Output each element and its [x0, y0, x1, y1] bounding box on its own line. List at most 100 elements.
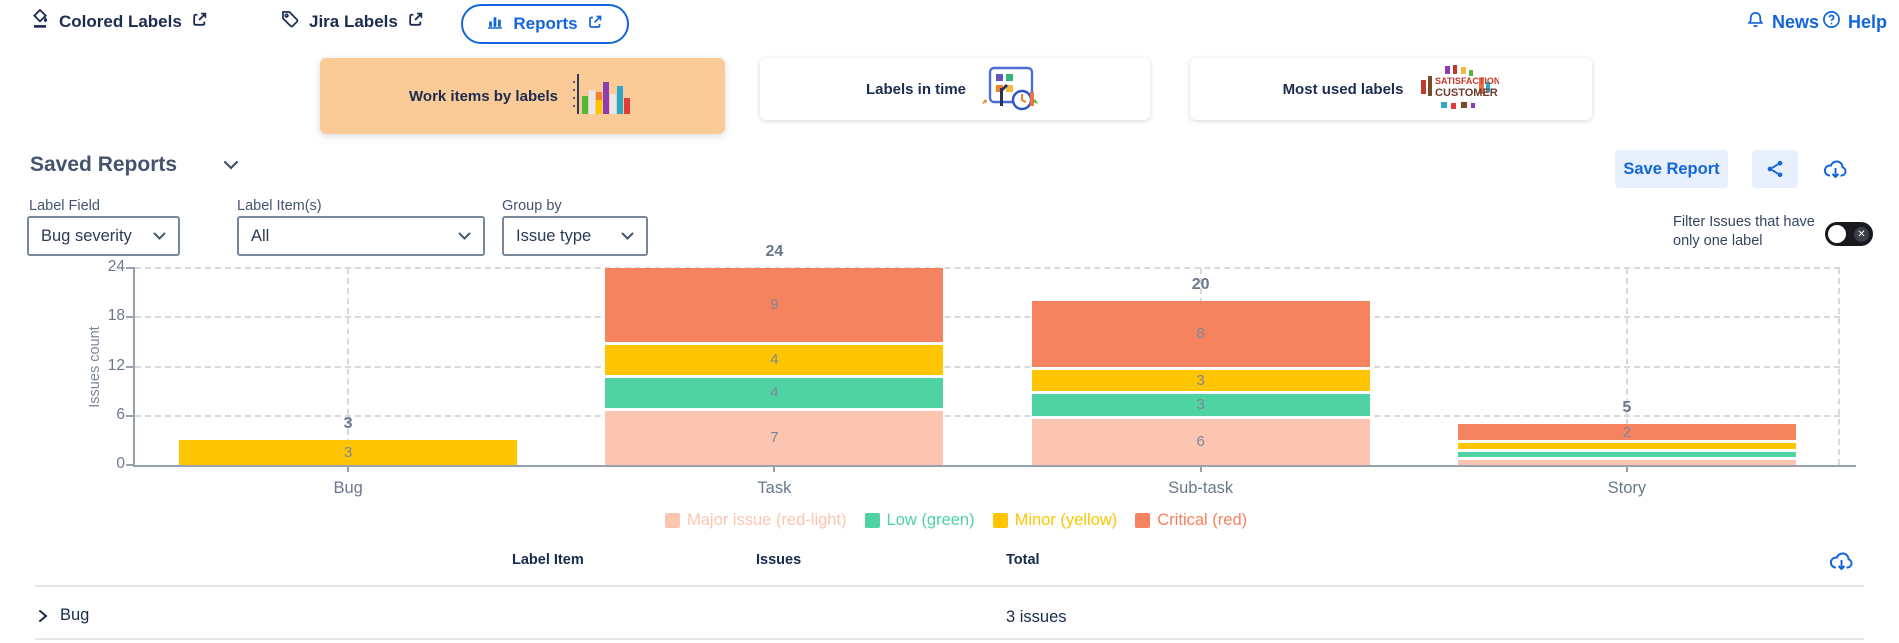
table-row-label: Bug: [60, 606, 90, 624]
help-icon: [1822, 10, 1841, 34]
table-divider-bottom: [35, 638, 1864, 640]
y-tick-label: 12: [107, 356, 125, 374]
bar-segment[interactable]: 2: [1457, 423, 1796, 441]
nav-jira-labels-label: Jira Labels: [309, 11, 398, 31]
y-tick-mark: [126, 316, 135, 319]
bar-segment[interactable]: 3: [179, 440, 518, 465]
y-tick-mark: [126, 365, 135, 368]
legend-swatch: [665, 513, 680, 528]
bar-segment[interactable]: 4: [605, 341, 944, 375]
mini-bar-chart-thumbnail: [570, 70, 636, 122]
card-work-items-by-labels[interactable]: Work items by labels: [320, 58, 725, 134]
legend-swatch: [864, 513, 880, 528]
nav-colored-labels-label: Colored Labels: [59, 11, 182, 31]
saved-reports-dropdown[interactable]: Saved Reports: [30, 153, 239, 177]
bar-bug: 3: [179, 440, 518, 465]
label-items-label: Label Item(s): [237, 198, 322, 214]
legend-item[interactable]: Critical (red): [1135, 511, 1247, 530]
card-most-used-labels[interactable]: Most used labels SATISFACTION CUSTOMER: [1190, 58, 1592, 120]
gridline-vertical: [1838, 268, 1840, 465]
toggle-off-icon: ✕: [1854, 226, 1869, 242]
bar-story: 2: [1457, 423, 1796, 465]
bar-segment[interactable]: 6: [1031, 415, 1370, 465]
bar-segment[interactable]: [1457, 440, 1796, 449]
nav-colored-labels[interactable]: Colored Labels: [30, 8, 208, 34]
legend-label: Major issue (red-light): [687, 511, 847, 529]
x-tick-mark: [1625, 465, 1628, 472]
x-category-label: Sub-task: [1168, 479, 1234, 497]
x-tick-mark: [1199, 465, 1202, 472]
bar-segment[interactable]: [1457, 448, 1796, 457]
gridline-vertical: [1625, 268, 1628, 465]
label-items-value: All: [251, 226, 270, 245]
table-header-label-item: Label Item: [512, 552, 584, 568]
legend-item[interactable]: Low (green): [864, 511, 975, 530]
one-label-filter-label: Filter Issues that have only one label: [1673, 214, 1815, 249]
bar-segment[interactable]: 3: [1031, 391, 1370, 416]
card-work-items-label: Work items by labels: [409, 87, 558, 105]
x-category-label: Story: [1607, 479, 1647, 497]
label-field-value: Bug severity: [41, 226, 132, 245]
label-field-select[interactable]: Bug severity: [27, 216, 180, 256]
chevron-down-icon: [153, 232, 166, 240]
chevron-down-icon: [223, 160, 239, 170]
chart-legend: Major issue (red-light) Low (green) Minor …: [665, 511, 1247, 530]
gridline-horizontal: [135, 316, 1840, 319]
toggle-knob: [1828, 225, 1846, 243]
bell-icon: [1746, 10, 1765, 34]
saved-reports-label: Saved Reports: [30, 153, 178, 176]
export-table-button[interactable]: [1818, 543, 1864, 579]
table-row-bug[interactable]: Bug: [38, 606, 89, 625]
save-report-button[interactable]: Save Report: [1615, 150, 1728, 188]
bar-chart-icon: [487, 13, 504, 35]
table-row-total: 3 issues: [1006, 608, 1067, 626]
news-label: News: [1772, 11, 1820, 32]
reports-button-label: Reports: [513, 14, 578, 33]
label-items-select[interactable]: All: [237, 216, 485, 256]
x-tick-mark: [347, 465, 350, 472]
word-cloud-thumbnail: SATISFACTION CUSTOMER: [1415, 62, 1501, 116]
export-chart-button[interactable]: [1812, 150, 1858, 188]
svg-text:CUSTOMER: CUSTOMER: [1435, 87, 1498, 99]
table-divider-top: [35, 585, 1864, 587]
fill-color-icon: [30, 8, 50, 34]
chevron-down-icon: [621, 232, 634, 240]
reports-button[interactable]: Reports: [461, 4, 629, 44]
bar-segment[interactable]: 7: [605, 407, 944, 465]
y-tick-mark: [126, 267, 135, 269]
x-tick-mark: [773, 465, 776, 472]
bar-segment[interactable]: 3: [1031, 366, 1370, 392]
bar-segment[interactable]: [1457, 456, 1796, 465]
nav-jira-labels[interactable]: Jira Labels: [280, 9, 424, 34]
bar-total-label: 24: [765, 243, 784, 260]
labels-in-time-thumbnail: [978, 62, 1044, 116]
group-by-value: Issue type: [516, 226, 592, 245]
bar-segment[interactable]: 9: [605, 268, 944, 342]
cloud-download-icon: [1829, 552, 1853, 571]
group-by-label: Group by: [502, 198, 562, 214]
gridline-horizontal: [135, 414, 1840, 417]
label-field-label: Label Field: [29, 198, 100, 214]
card-labels-in-time[interactable]: Labels in time: [760, 58, 1150, 120]
bar-total-label: 5: [1622, 398, 1632, 416]
y-tick-label: 18: [107, 307, 125, 325]
legend-item[interactable]: Major issue (red-light): [665, 511, 847, 530]
legend-item[interactable]: Minor (yellow): [992, 511, 1117, 530]
bar-segment[interactable]: 4: [605, 374, 944, 408]
one-label-filter-toggle[interactable]: ✕: [1825, 222, 1873, 246]
legend-swatch: [992, 513, 1008, 528]
card-labels-in-time-label: Labels in time: [865, 80, 967, 98]
table-header-issues: Issues: [756, 552, 802, 568]
legend-label: Critical (red): [1157, 511, 1248, 529]
group-by-select[interactable]: Issue type: [502, 216, 648, 256]
external-link-icon: [407, 11, 424, 33]
help-link[interactable]: Help: [1822, 10, 1887, 34]
card-most-used-labels-label: Most used labels: [1282, 80, 1404, 98]
news-link[interactable]: News: [1746, 10, 1819, 34]
share-button[interactable]: [1752, 150, 1798, 188]
bar-segment[interactable]: 8: [1031, 300, 1370, 367]
help-label: Help: [1848, 11, 1888, 32]
